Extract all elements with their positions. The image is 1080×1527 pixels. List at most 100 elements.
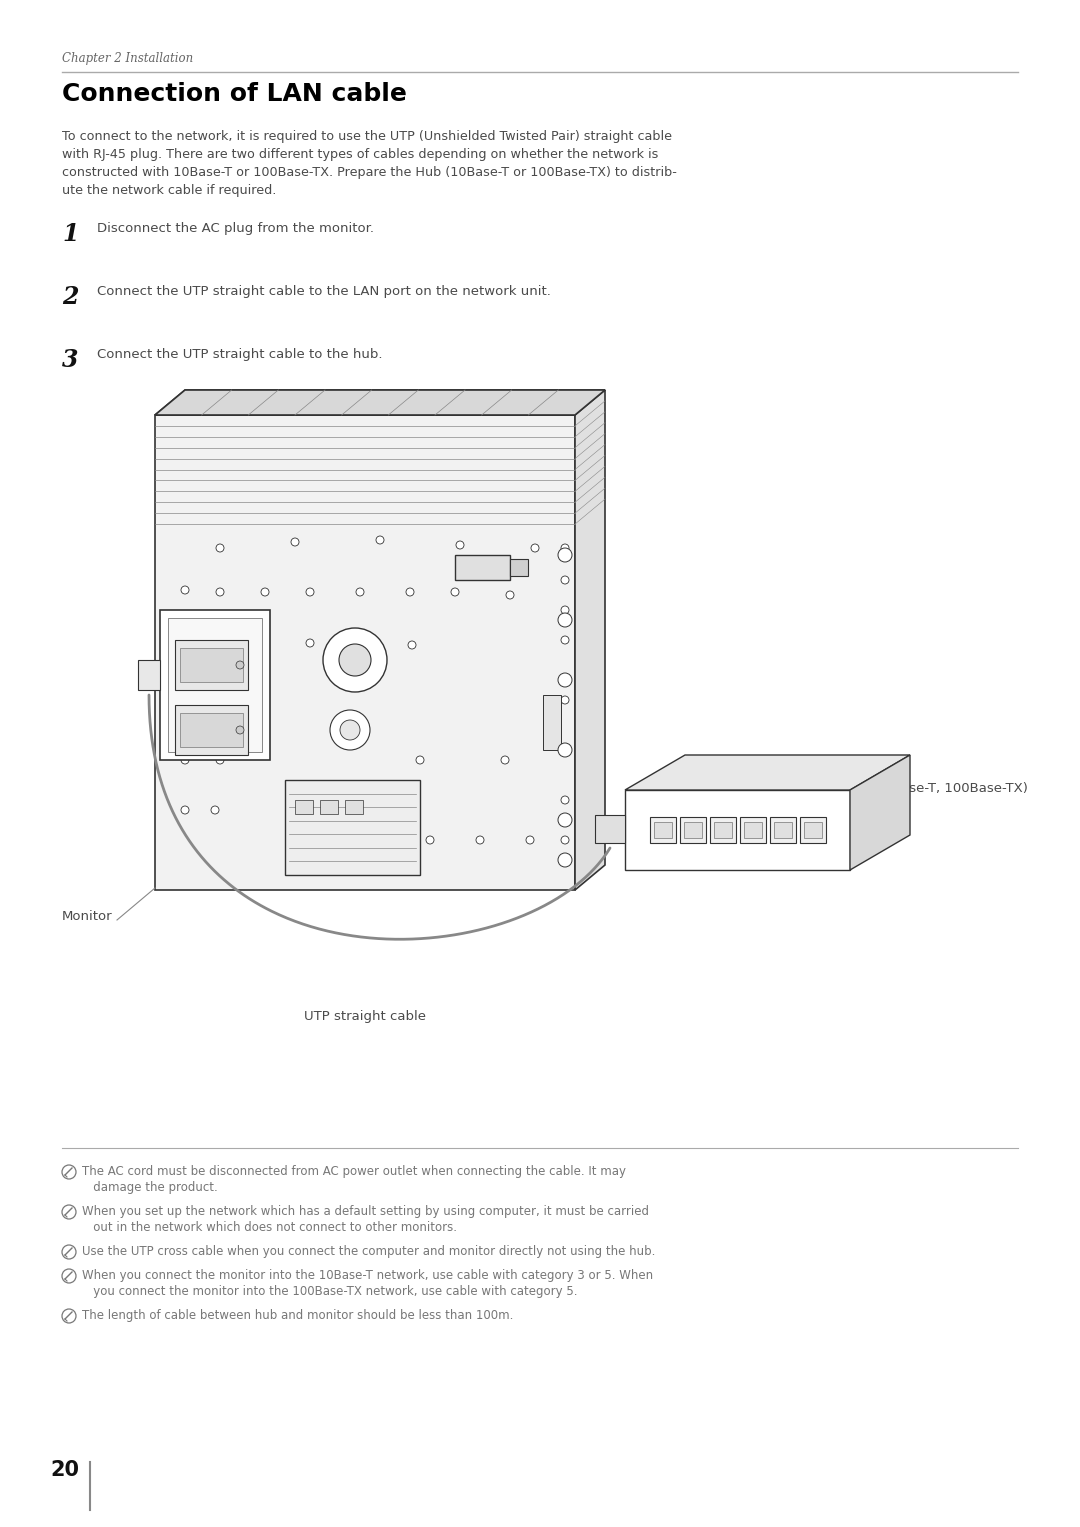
Circle shape	[306, 588, 314, 596]
Polygon shape	[575, 389, 605, 890]
FancyBboxPatch shape	[804, 822, 822, 838]
Text: 1: 1	[62, 221, 79, 246]
FancyBboxPatch shape	[285, 780, 420, 875]
Text: The AC cord must be disconnected from AC power outlet when connecting the cable.: The AC cord must be disconnected from AC…	[82, 1165, 626, 1177]
Circle shape	[451, 588, 459, 596]
FancyBboxPatch shape	[649, 817, 675, 843]
Text: Connection of LAN cable: Connection of LAN cable	[62, 82, 407, 105]
Circle shape	[561, 747, 569, 754]
Circle shape	[561, 637, 569, 644]
Circle shape	[561, 576, 569, 583]
Circle shape	[237, 725, 244, 734]
Circle shape	[291, 538, 299, 547]
Circle shape	[62, 1309, 76, 1322]
Circle shape	[211, 806, 219, 814]
FancyBboxPatch shape	[595, 815, 625, 843]
Text: When you connect the monitor into the 10Base-T network, use cable with category : When you connect the monitor into the 10…	[82, 1269, 653, 1283]
Circle shape	[216, 588, 224, 596]
Circle shape	[558, 744, 572, 757]
Circle shape	[558, 612, 572, 628]
Polygon shape	[156, 415, 575, 890]
Circle shape	[561, 835, 569, 844]
Circle shape	[181, 806, 189, 814]
Circle shape	[558, 812, 572, 828]
Circle shape	[356, 638, 364, 647]
FancyBboxPatch shape	[679, 817, 705, 843]
Circle shape	[558, 673, 572, 687]
Circle shape	[406, 588, 414, 596]
Circle shape	[558, 854, 572, 867]
FancyBboxPatch shape	[769, 817, 796, 843]
FancyBboxPatch shape	[320, 800, 338, 814]
Circle shape	[261, 638, 269, 647]
Circle shape	[62, 1165, 76, 1179]
Circle shape	[426, 835, 434, 844]
Circle shape	[181, 696, 189, 704]
FancyBboxPatch shape	[345, 800, 363, 814]
Circle shape	[456, 541, 464, 550]
Polygon shape	[850, 754, 910, 870]
FancyBboxPatch shape	[168, 618, 262, 751]
Text: Use the UTP cross cable when you connect the computer and monitor directly not u: Use the UTP cross cable when you connect…	[82, 1245, 656, 1258]
Text: The length of cable between hub and monitor should be less than 100m.: The length of cable between hub and moni…	[82, 1309, 513, 1322]
Text: with RJ-45 plug. There are two different types of cables depending on whether th: with RJ-45 plug. There are two different…	[62, 148, 659, 160]
Circle shape	[62, 1205, 76, 1219]
Circle shape	[181, 586, 189, 594]
Text: Connect the UTP straight cable to the LAN port on the network unit.: Connect the UTP straight cable to the LA…	[97, 286, 551, 298]
Circle shape	[476, 835, 484, 844]
Circle shape	[526, 835, 534, 844]
FancyBboxPatch shape	[773, 822, 792, 838]
Circle shape	[323, 628, 387, 692]
Polygon shape	[625, 754, 910, 789]
Text: (10Base-T, 100Base-TX): (10Base-T, 100Base-TX)	[870, 782, 1028, 796]
Circle shape	[216, 756, 224, 764]
Circle shape	[330, 710, 370, 750]
Polygon shape	[156, 389, 605, 415]
Polygon shape	[156, 389, 605, 415]
Circle shape	[531, 544, 539, 551]
FancyBboxPatch shape	[510, 559, 528, 576]
Text: 20: 20	[50, 1460, 79, 1480]
Circle shape	[356, 588, 364, 596]
Circle shape	[306, 638, 314, 647]
Text: To connect to the network, it is required to use the UTP (Unshielded Twisted Pai: To connect to the network, it is require…	[62, 130, 672, 144]
Circle shape	[501, 756, 509, 764]
Text: UTP straight cable: UTP straight cable	[303, 1009, 426, 1023]
Text: Hub: Hub	[870, 760, 896, 773]
Text: Disconnect the AC plug from the monitor.: Disconnect the AC plug from the monitor.	[97, 221, 374, 235]
Circle shape	[561, 796, 569, 805]
Circle shape	[408, 641, 416, 649]
FancyBboxPatch shape	[180, 713, 243, 747]
Text: 2: 2	[62, 286, 79, 308]
FancyBboxPatch shape	[714, 822, 731, 838]
Circle shape	[216, 637, 224, 644]
FancyBboxPatch shape	[684, 822, 702, 838]
Circle shape	[62, 1245, 76, 1258]
Circle shape	[62, 1269, 76, 1283]
Circle shape	[561, 696, 569, 704]
FancyBboxPatch shape	[710, 817, 735, 843]
Text: Chapter 2 Installation: Chapter 2 Installation	[62, 52, 193, 66]
FancyBboxPatch shape	[175, 705, 248, 754]
FancyBboxPatch shape	[743, 822, 761, 838]
Circle shape	[376, 536, 384, 544]
FancyBboxPatch shape	[653, 822, 672, 838]
Circle shape	[181, 631, 189, 638]
Circle shape	[561, 606, 569, 614]
Circle shape	[561, 544, 569, 551]
Text: constructed with 10Base-T or 100Base-TX. Prepare the Hub (10Base-T or 100Base-TX: constructed with 10Base-T or 100Base-TX.…	[62, 166, 677, 179]
Circle shape	[216, 696, 224, 704]
FancyBboxPatch shape	[799, 817, 825, 843]
Text: ute the network cable if required.: ute the network cable if required.	[62, 183, 276, 197]
FancyBboxPatch shape	[455, 554, 510, 580]
Circle shape	[261, 588, 269, 596]
FancyBboxPatch shape	[160, 609, 270, 760]
FancyBboxPatch shape	[543, 695, 561, 750]
Circle shape	[339, 644, 372, 676]
FancyBboxPatch shape	[625, 789, 850, 870]
Text: out in the network which does not connect to other monitors.: out in the network which does not connec…	[82, 1222, 457, 1234]
FancyBboxPatch shape	[175, 640, 248, 690]
Circle shape	[340, 721, 360, 741]
FancyBboxPatch shape	[138, 660, 160, 690]
Text: Monitor: Monitor	[62, 910, 112, 922]
